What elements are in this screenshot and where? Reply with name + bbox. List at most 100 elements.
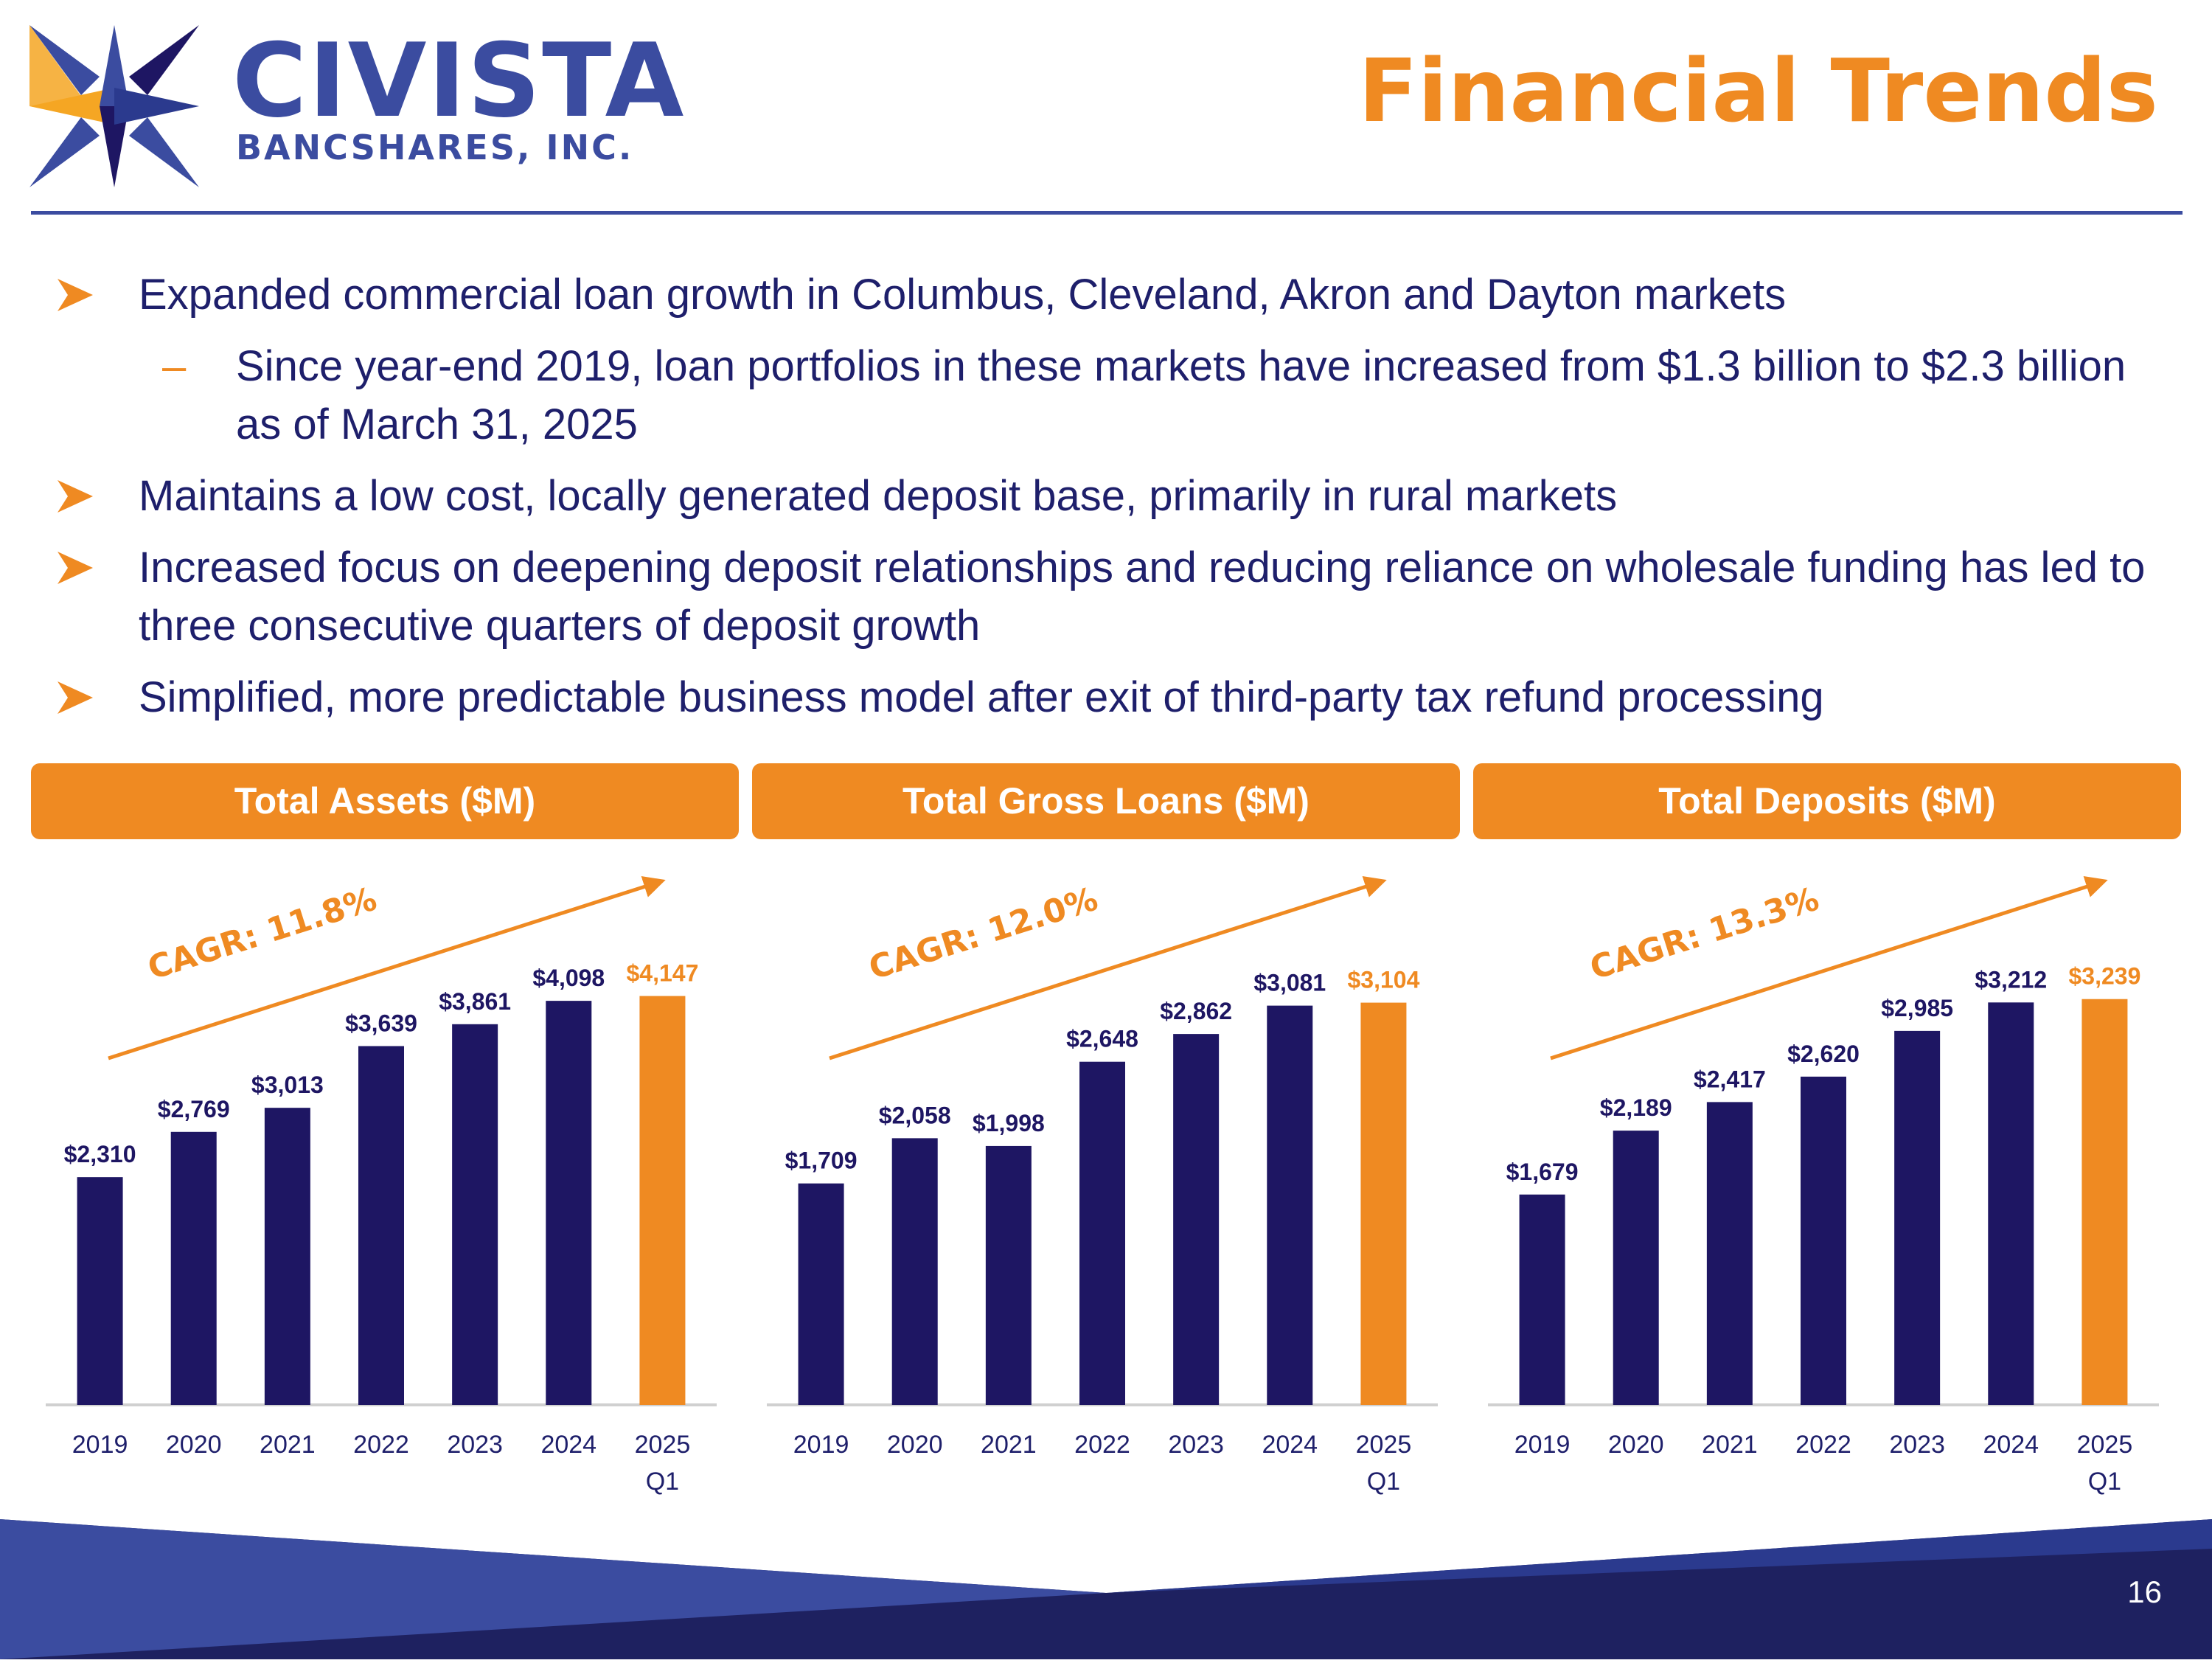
- x-tick-label: 2025: [1356, 1431, 1412, 1459]
- chart-total-deposits: CAGR: 13.3% $1,679 2019 $2,189 2020 $2,417 202…: [1473, 841, 2181, 1519]
- arrow-bullet-icon: [58, 552, 93, 584]
- data-label: $4,147: [626, 960, 698, 987]
- data-label: $1,709: [785, 1148, 858, 1174]
- data-label: $2,310: [64, 1141, 136, 1167]
- chart-total-assets: CAGR: 11.8% $2,310 2019 $2,769 2020 $3,013 202…: [31, 841, 739, 1519]
- bar-2022: [358, 1046, 404, 1405]
- bar-2021: [1706, 1102, 1753, 1405]
- data-label: $1,998: [973, 1110, 1045, 1136]
- trend-arrow: [1550, 876, 2108, 1060]
- x-tick-label: 2021: [981, 1431, 1037, 1459]
- bar-2019: [798, 1183, 844, 1405]
- bar-2025-q1: [2081, 999, 2128, 1405]
- x-tick-label: 2020: [887, 1431, 943, 1459]
- bar-2020: [891, 1138, 938, 1405]
- bullet-item: Expanded commercial loan growth in Colum…: [52, 265, 2168, 324]
- bar-2020: [170, 1131, 217, 1405]
- data-label: $2,985: [1881, 995, 1953, 1021]
- cagr-annotation: CAGR: 12.0%: [864, 880, 1102, 987]
- data-label: $4,098: [532, 965, 605, 991]
- header-divider: [31, 211, 2183, 215]
- x-tick-label: 2022: [1795, 1431, 1851, 1459]
- chart-header-total-deposits: Total Deposits ($M): [1473, 763, 2181, 839]
- bar-2021: [264, 1108, 310, 1405]
- data-label: $2,648: [1066, 1026, 1138, 1052]
- bullet-list: Expanded commercial loan growth in Colum…: [52, 265, 2168, 740]
- bar-2023: [1173, 1034, 1220, 1405]
- data-label: $2,769: [158, 1096, 230, 1122]
- civista-logo-icon: [29, 25, 199, 187]
- x-tick-label: 2019: [1514, 1431, 1571, 1459]
- logo-name: CIVISTA: [232, 21, 686, 140]
- x-tick-label: 2023: [447, 1431, 503, 1459]
- bar-2023: [452, 1024, 498, 1405]
- cagr-annotation: CAGR: 11.8%: [143, 880, 380, 987]
- x-tick-label: 2024: [540, 1431, 597, 1459]
- logo-subtitle: BANCSHARES, INC.: [236, 128, 634, 167]
- data-label: $2,862: [1160, 998, 1232, 1024]
- x-tick-label: 2019: [72, 1431, 128, 1459]
- arrow-bullet-icon: [58, 279, 93, 311]
- x-tick-label: 2024: [1262, 1431, 1318, 1459]
- data-label: $3,212: [1975, 966, 2047, 993]
- bullet-text: Maintains a low cost, locally generated …: [139, 472, 1618, 520]
- data-label: $2,058: [879, 1102, 951, 1128]
- x-tick-label: 2025: [635, 1431, 691, 1459]
- footer-band: [0, 1504, 2212, 1659]
- sub-bullet-text: Since year-end 2019, loan portfolios in …: [236, 342, 2126, 448]
- bar-2025-q1: [639, 996, 686, 1405]
- trend-arrow: [108, 876, 666, 1060]
- bullet-text: Simplified, more predictable business mo…: [139, 673, 1824, 721]
- x-tick-label: 2023: [1168, 1431, 1224, 1459]
- x-tick-label: 2024: [1983, 1431, 2039, 1459]
- x-tick-label: 2020: [166, 1431, 222, 1459]
- bar-2023: [1894, 1030, 1941, 1405]
- x-tick-label: Q1: [1367, 1468, 1400, 1496]
- x-tick-label: 2022: [353, 1431, 409, 1459]
- data-label: $3,861: [439, 988, 511, 1015]
- data-label: $3,104: [1347, 967, 1419, 993]
- bullet-text: Expanded commercial loan growth in Colum…: [139, 271, 1787, 319]
- x-tick-label: Q1: [2088, 1468, 2121, 1496]
- chart-total-deposits-svg: CAGR: 13.3% $1,679 2019 $2,189 2020 $2,417 202…: [1488, 876, 2159, 1496]
- data-label: $3,639: [345, 1010, 417, 1036]
- data-label: $2,417: [1694, 1066, 1766, 1092]
- cagr-annotation: CAGR: 13.3%: [1585, 880, 1823, 987]
- data-label: $2,620: [1787, 1041, 1860, 1067]
- bullet-text: Increased focus on deepening deposit rel…: [139, 544, 2146, 650]
- page-number: 16: [2127, 1575, 2162, 1609]
- bar-2025-q1: [1360, 1002, 1407, 1405]
- x-tick-label: 2022: [1074, 1431, 1130, 1459]
- x-tick-label: 2020: [1608, 1431, 1664, 1459]
- x-tick-label: 2023: [1889, 1431, 1945, 1459]
- bar-2022: [1079, 1061, 1125, 1405]
- chart-total-gross-loans: CAGR: 12.0% $1,709 2019 $2,058 2020 $1,998 202…: [752, 841, 1460, 1519]
- data-label: $3,081: [1253, 970, 1326, 996]
- bar-2019: [77, 1177, 123, 1405]
- bar-2024: [546, 1001, 592, 1405]
- chart-header-total-gross-loans: Total Gross Loans ($M): [752, 763, 1460, 839]
- sub-bullet-item: – Since year-end 2019, loan portfolios i…: [52, 337, 2168, 454]
- data-label: $3,013: [251, 1072, 324, 1098]
- bar-2020: [1613, 1131, 1659, 1405]
- bar-2021: [985, 1145, 1032, 1405]
- bullet-item: Increased focus on deepening deposit rel…: [52, 538, 2168, 655]
- bar-2024: [1267, 1005, 1313, 1405]
- arrow-bullet-icon: [58, 681, 93, 714]
- x-tick-label: 2025: [2077, 1431, 2133, 1459]
- bullet-item: Simplified, more predictable business mo…: [52, 668, 2168, 726]
- data-label: $3,239: [2068, 963, 2140, 990]
- chart-header-total-assets: Total Assets ($M): [31, 763, 739, 839]
- page-title: Financial Trends: [1358, 40, 2158, 142]
- dash-bullet-icon: –: [162, 342, 187, 390]
- x-tick-label: Q1: [646, 1468, 679, 1496]
- bar-2019: [1519, 1194, 1565, 1405]
- data-label: $2,189: [1600, 1094, 1672, 1121]
- chart-total-gross-loans-svg: CAGR: 12.0% $1,709 2019 $2,058 2020 $1,998 202…: [767, 876, 1438, 1496]
- bar-2022: [1801, 1076, 1846, 1405]
- x-tick-label: 2019: [793, 1431, 849, 1459]
- trend-arrow: [829, 876, 1387, 1060]
- data-label: $1,679: [1506, 1159, 1579, 1185]
- x-tick-label: 2021: [1702, 1431, 1758, 1459]
- x-tick-label: 2021: [260, 1431, 316, 1459]
